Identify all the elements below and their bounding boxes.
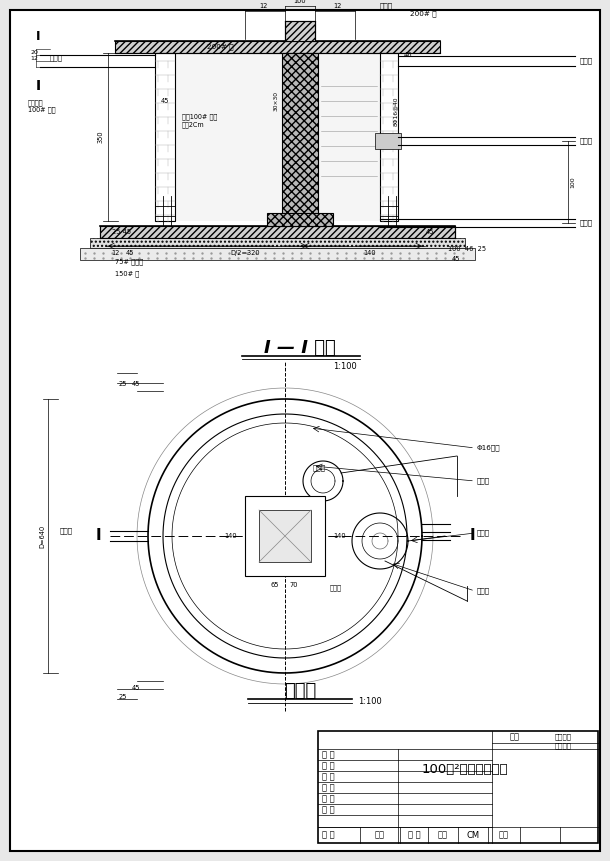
Text: 12: 12 [259, 3, 267, 9]
Text: 制 图: 制 图 [322, 794, 335, 803]
Text: 设 计: 设 计 [322, 783, 335, 792]
Text: 比例: 比例 [375, 831, 385, 839]
Text: 45: 45 [132, 685, 140, 691]
Text: 75# 浆砌石: 75# 浆砌石 [115, 258, 143, 264]
Text: 100: 100 [293, 0, 306, 4]
Text: 外壁勾缝
100# 砂浆: 外壁勾缝 100# 砂浆 [28, 99, 56, 113]
Text: 20: 20 [30, 49, 38, 54]
Text: 45: 45 [132, 381, 140, 387]
Text: 12: 12 [333, 3, 341, 9]
Text: 进水管: 进水管 [50, 54, 63, 61]
Text: 45: 45 [452, 256, 461, 262]
Text: I: I [469, 529, 475, 543]
Bar [100, 226, 455, 238]
Text: 内壁100# 砂浆
抹面2Cm: 内壁100# 砂浆 抹面2Cm [182, 114, 217, 128]
Text: 平面图: 平面图 [284, 682, 316, 700]
Text: 溢水管: 溢水管 [477, 478, 490, 484]
Text: 水工部份: 水工部份 [555, 743, 572, 749]
Text: 45: 45 [161, 98, 169, 104]
Text: I — I 剖面: I — I 剖面 [264, 339, 336, 357]
Text: 150# 砼: 150# 砼 [115, 270, 139, 276]
Text: 8Φ16@40: 8Φ16@40 [393, 96, 398, 126]
Bar [282, 53, 318, 221]
Bar [285, 21, 315, 41]
Text: 45: 45 [126, 250, 134, 256]
Bar [375, 133, 401, 149]
Text: 排水管: 排水管 [580, 220, 593, 226]
Text: 100  46  25: 100 46 25 [448, 246, 486, 252]
Text: 100: 100 [570, 177, 575, 188]
Text: 45: 45 [426, 229, 434, 235]
Bar [259, 510, 311, 562]
Bar [318, 731, 598, 843]
Text: CM: CM [467, 831, 479, 839]
Text: 溢水管: 溢水管 [580, 58, 593, 65]
Text: 46: 46 [404, 52, 412, 58]
Text: 核 定: 核 定 [322, 750, 335, 759]
Text: 日 期: 日 期 [322, 831, 335, 839]
Text: 140: 140 [224, 533, 237, 539]
Text: 350: 350 [98, 131, 104, 143]
Text: I: I [95, 529, 101, 543]
Bar [175, 53, 282, 221]
Bar [267, 213, 333, 226]
Text: 1:100: 1:100 [333, 362, 357, 371]
Text: 25: 25 [118, 381, 127, 387]
Text: 描 图: 描 图 [322, 805, 335, 814]
Text: Φ16铁栏: Φ16铁栏 [477, 444, 501, 451]
Text: 如 图: 如 图 [407, 831, 420, 839]
Text: 65: 65 [270, 582, 279, 588]
Text: 25: 25 [118, 694, 127, 700]
Text: 校 核: 校 核 [322, 772, 335, 781]
Text: 出水管: 出水管 [580, 138, 593, 145]
Bar [115, 41, 440, 53]
Text: 200# 板: 200# 板 [207, 44, 233, 50]
Text: 图号: 图号 [499, 831, 509, 839]
Text: 25 45: 25 45 [112, 229, 132, 235]
Text: 排水管: 排水管 [477, 588, 490, 594]
Text: 140: 140 [364, 250, 376, 256]
Bar [380, 53, 398, 221]
Text: 12: 12 [30, 55, 38, 60]
Text: 1:100: 1:100 [358, 697, 382, 705]
Text: 集水坑: 集水坑 [330, 584, 342, 591]
Text: I: I [35, 79, 40, 93]
Text: 70: 70 [289, 582, 298, 588]
Bar [90, 238, 465, 248]
Text: 审 核: 审 核 [322, 761, 335, 770]
Bar [80, 248, 475, 260]
Text: 单位: 单位 [438, 831, 448, 839]
Text: 初设阶段: 初设阶段 [555, 734, 572, 740]
Text: 出水管: 出水管 [477, 530, 490, 536]
Text: 140: 140 [333, 533, 346, 539]
Text: 检修孔: 检修孔 [380, 3, 393, 9]
Text: I: I [36, 29, 40, 42]
Bar [245, 496, 325, 576]
Bar [318, 53, 380, 221]
Text: 12: 12 [111, 250, 119, 256]
Text: 100米²蓄水池布置图: 100米²蓄水池布置图 [422, 763, 508, 776]
Text: 工程: 工程 [510, 733, 520, 741]
Text: 30×30: 30×30 [274, 91, 279, 111]
Text: 进水管: 进水管 [60, 528, 73, 534]
Text: 200# 砼: 200# 砼 [410, 10, 437, 17]
Bar [155, 53, 175, 221]
Text: 检修孔: 检修孔 [313, 465, 326, 471]
Text: D=640: D=640 [39, 524, 45, 548]
Text: D/2=320: D/2=320 [230, 250, 260, 256]
